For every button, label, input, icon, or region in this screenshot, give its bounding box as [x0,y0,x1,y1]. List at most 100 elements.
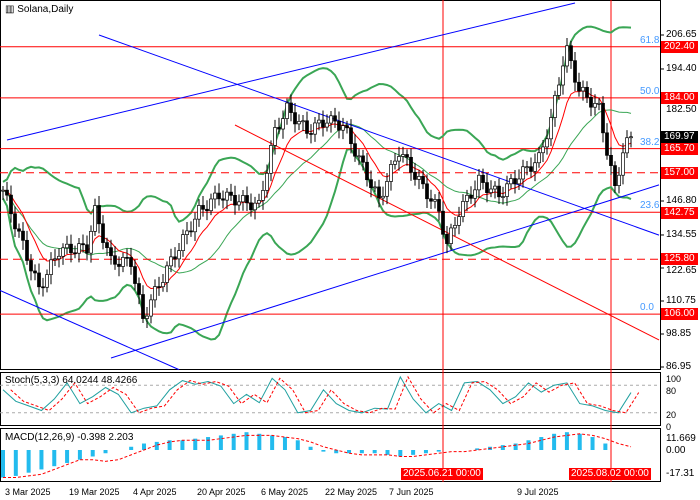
candle-body [505,183,509,197]
candle-body [261,190,265,201]
candle-body [409,156,413,173]
macd-histogram-bar [167,440,172,450]
candle-body [137,283,141,295]
candle-body [249,202,253,211]
candle-body [325,122,329,128]
candle-body [133,266,137,284]
macd-histogram-bar [590,437,595,450]
marker-date-label: 2025.06.21 00:00 [401,468,483,480]
macd-histogram-bar [270,435,275,450]
candle-body [69,243,73,254]
candle-body [237,201,241,206]
candle-body [285,102,289,119]
y-tick-label: 206.65 [666,29,697,40]
candle-body [557,84,561,96]
main-pane [0,0,661,370]
macd-histogram-bar [103,450,108,454]
macd-histogram-bar [359,450,364,454]
candle-body [169,256,173,267]
candle-body [457,216,461,226]
candle-body [489,188,493,194]
candle-body [593,103,597,108]
macd-tick-label: -17.31 [666,468,695,479]
candle-body [193,218,197,233]
x-tick-label: 7 Jun 2025 [389,487,434,497]
macd-histogram-bar [411,450,416,455]
fib-label: 50.0 [640,85,660,97]
candle-body [629,136,633,139]
y-tick-label: 110.75 [666,294,696,306]
fib-label: 38.2 [640,136,660,148]
level-price-label: 184.00 [661,91,698,104]
candle-body [433,199,437,202]
level-price-label: 165.70 [661,142,698,155]
macd-histogram-bar [39,450,44,470]
candle-body [149,299,153,317]
macd-histogram-bar [334,450,339,454]
candle-body [605,132,609,156]
candle-body [97,205,101,225]
candle-body [377,186,381,199]
candle-body [581,86,585,92]
candle-body [461,201,465,217]
macd-histogram-bar [231,433,236,450]
candle-body [381,195,385,199]
candle-body [105,242,109,249]
candle-body [341,125,345,131]
marker-date-label: 2025.08.02 00:00 [569,468,651,480]
candle-body [289,102,293,113]
x-tick-label: 6 May 2025 [261,487,309,497]
stoch-d-line [10,375,640,414]
macd-histogram-bar [154,441,159,450]
current-price-label: 169.97 [661,130,698,143]
candle-body [321,119,325,128]
bollinger-lower [2,148,632,341]
candle-body [141,294,145,319]
candle-body [469,194,473,199]
candle-body [521,166,525,180]
candle-body [281,118,285,130]
macd-histogram-bar [398,450,403,457]
candle-body [53,258,57,261]
candle-body [229,191,233,196]
stoch-label: Stoch(5,3,3) 64.0244 48.4266 [5,375,138,386]
candle-body [569,45,573,62]
candle-body [197,205,201,220]
trendline [110,184,660,359]
macd-histogram-bar [141,443,146,450]
candle-body [257,200,261,204]
candle-body [125,257,129,259]
candle-body [625,137,629,154]
candle-body [145,315,149,319]
candle-body [157,286,161,288]
candle-body [29,260,33,272]
macd-histogram-bar [539,437,544,450]
candle-body [565,45,569,67]
candle-body [357,155,361,158]
candle-body [173,256,177,260]
y-tick-label: 194.40 [666,62,697,74]
candle-body [413,171,417,180]
x-tick-label: 3 Mar 2025 [5,487,51,497]
level-price-label: 157.00 [661,166,698,179]
candle-body [45,274,49,288]
candle-body [437,199,441,212]
macd-histogram-bar [308,446,313,450]
candle-body [37,272,41,288]
candle-body [313,122,317,135]
macd-histogram-bar [385,450,390,455]
candle-body [301,120,305,123]
candle-body [537,152,541,164]
candle-body [309,133,313,135]
macd-histogram-bar [295,440,300,450]
level-price-label: 142.75 [661,207,698,219]
candle-body [497,185,501,198]
candle-body [601,102,605,134]
bollinger-middle [2,109,632,274]
chart-bars-icon: ▥ [5,4,18,15]
stoch-tick-label: 80 [666,386,677,396]
macd-label: MACD(12,26,9) -0.398 2.203 [5,432,134,443]
candle-body [49,259,53,275]
candle-body [13,213,17,230]
